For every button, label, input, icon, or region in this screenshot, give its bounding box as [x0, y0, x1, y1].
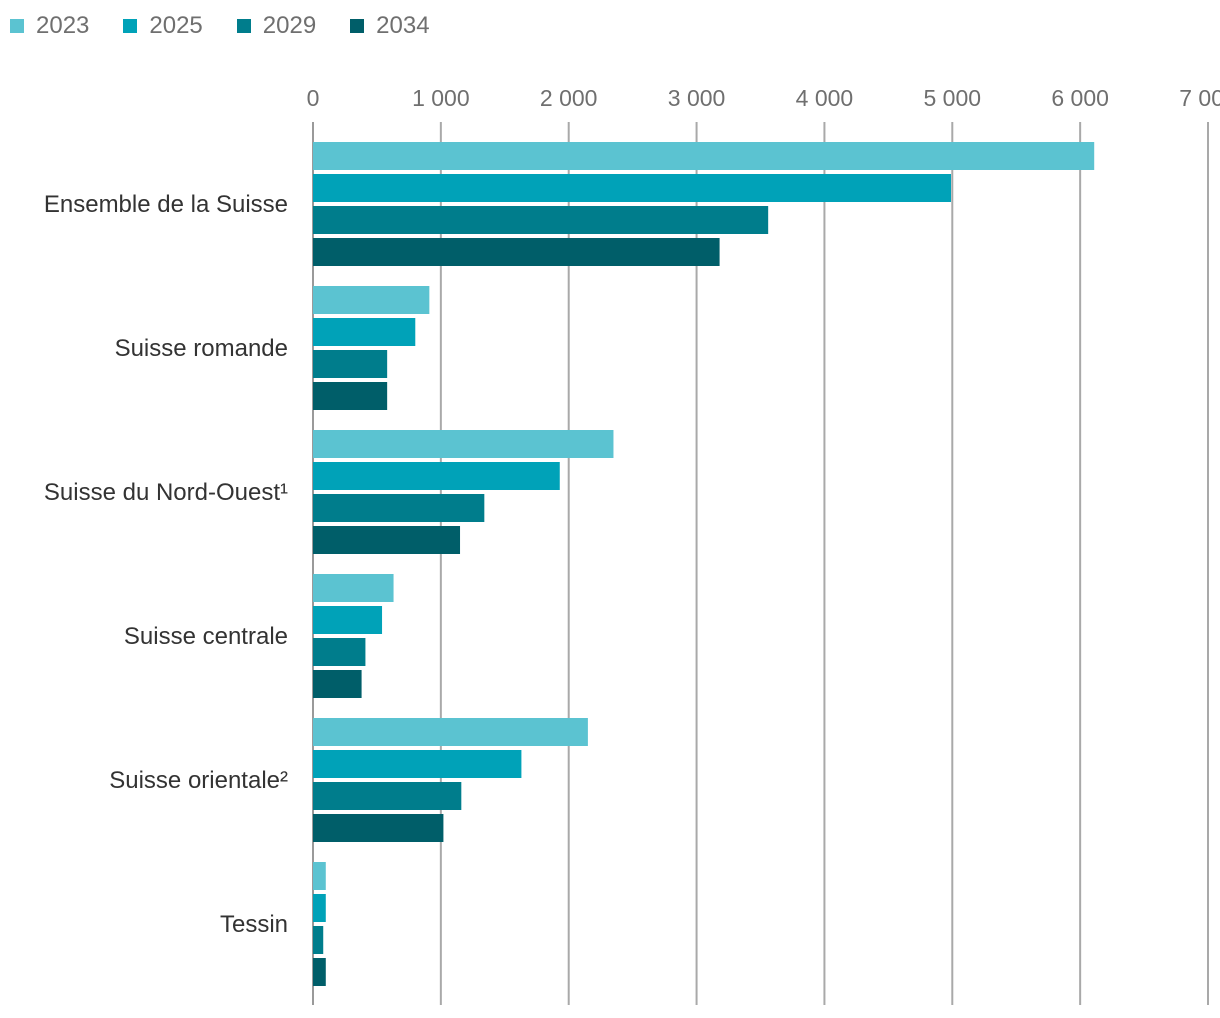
legend-label-2023: 2023: [36, 12, 90, 39]
bar-2023-3: [313, 574, 394, 602]
x-tick-label: 2 000: [540, 85, 598, 111]
category-label: Suisse centrale: [124, 623, 288, 650]
legend-label-2029: 2029: [262, 12, 317, 39]
x-tick-label: 6 000: [1051, 85, 1109, 111]
legend-item-2029: 2029: [236, 12, 317, 40]
bar-2034-5: [313, 958, 326, 986]
x-tick-label: 1 000: [412, 85, 470, 111]
category-label: Suisse romande: [115, 335, 288, 362]
bar-2025-2: [313, 462, 560, 490]
bar-2029-2: [313, 494, 485, 522]
bar-2029-5: [313, 926, 324, 954]
category-label: Suisse du Nord-Ouest¹: [44, 479, 288, 506]
bar-2023-2: [313, 430, 614, 458]
legend-item-2023: 2023: [10, 12, 89, 40]
bar-2029-3: [313, 638, 366, 666]
x-tick-label: 5 000: [924, 85, 982, 111]
x-tick-label: 4 000: [796, 85, 854, 111]
x-tick-label: 0: [307, 85, 320, 111]
legend-item-2025: 2025: [123, 12, 203, 40]
bar-2023-0: [313, 142, 1095, 170]
bar-2034-2: [313, 526, 461, 554]
category-label: Ensemble de la Suisse: [44, 191, 288, 218]
legend-swatch-2029: [236, 19, 251, 33]
legend-swatch-2034: [350, 19, 365, 33]
category-label: Suisse orientale²: [109, 767, 288, 794]
bar-2025-4: [313, 750, 522, 778]
bar-2034-4: [313, 814, 444, 842]
bar-2023-4: [313, 718, 588, 746]
legend: 2023 2025 2029 2034: [10, 12, 464, 40]
bar-2034-0: [313, 238, 720, 266]
bar-2034-1: [313, 382, 388, 410]
legend-swatch-2023: [10, 19, 24, 33]
bar-2023-5: [313, 862, 326, 890]
bar-2025-1: [313, 318, 416, 346]
bar-2029-0: [313, 206, 769, 234]
bar-2029-4: [313, 782, 462, 810]
bar-2034-3: [313, 670, 362, 698]
category-label: Tessin: [220, 911, 288, 938]
legend-label-2025: 2025: [149, 12, 203, 39]
legend-item-2034: 2034: [350, 12, 430, 40]
bar-2025-0: [313, 174, 952, 202]
bar-2025-5: [313, 894, 326, 922]
bar-2025-3: [313, 606, 383, 634]
legend-label-2034: 2034: [376, 12, 430, 39]
x-tick-label: 3 000: [668, 85, 726, 111]
x-tick-label: 7 000: [1179, 85, 1220, 111]
bar-2023-1: [313, 286, 430, 314]
legend-swatch-2025: [123, 19, 138, 33]
bar-2029-1: [313, 350, 388, 378]
